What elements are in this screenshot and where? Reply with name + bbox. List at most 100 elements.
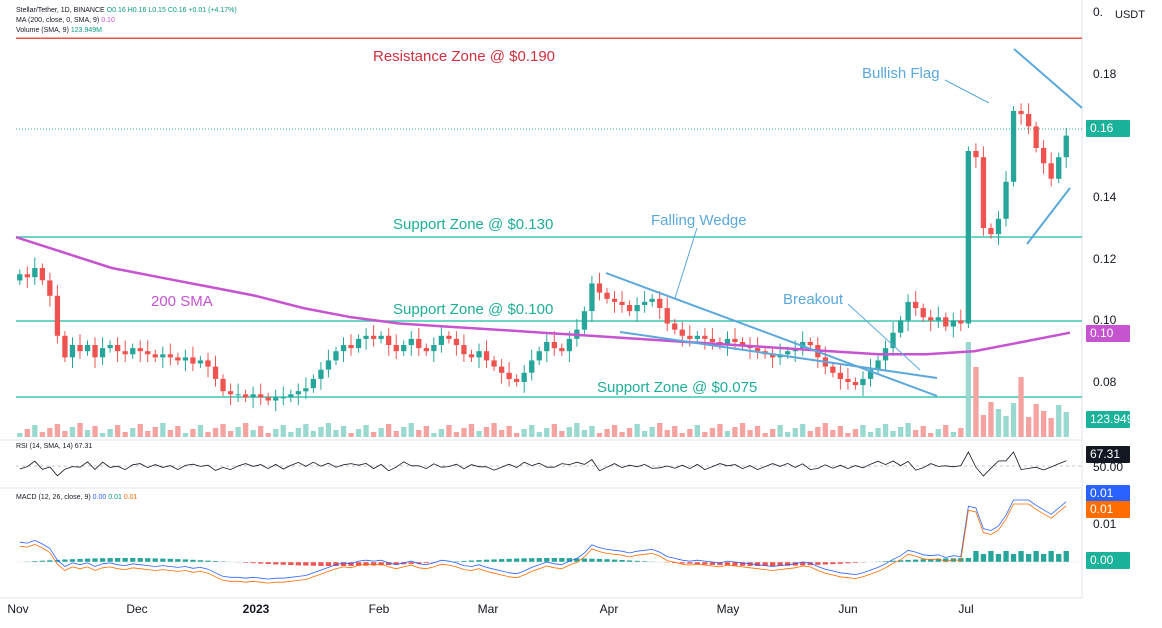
candle-body xyxy=(1041,147,1047,164)
candle-body xyxy=(182,357,189,361)
candle-body xyxy=(160,354,166,358)
candle-body xyxy=(77,345,83,352)
candle-body xyxy=(47,280,53,296)
macd-histogram-bar xyxy=(431,562,437,563)
macd-histogram-bar xyxy=(423,562,429,564)
macd-histogram-bar xyxy=(386,562,392,565)
volume-bar xyxy=(890,431,896,437)
candle-body xyxy=(408,338,414,346)
volume-bar xyxy=(777,425,783,437)
macd-histogram-bar xyxy=(574,558,580,562)
macd-histogram-bar xyxy=(84,558,91,562)
candle-body xyxy=(438,335,444,345)
macd-histogram-bar xyxy=(145,558,151,562)
macd-histogram-bar xyxy=(197,560,204,562)
volume-bar xyxy=(581,430,588,437)
macd-histogram-bar xyxy=(514,558,520,562)
candle-body xyxy=(1018,111,1024,115)
macd-hist-tag: 0.00 xyxy=(1086,552,1130,569)
candle-body xyxy=(664,308,670,324)
candle-body xyxy=(875,360,881,370)
volume-bar xyxy=(160,423,166,437)
macd-histogram-bar xyxy=(890,560,896,562)
candle-body xyxy=(152,354,158,358)
volume-bar xyxy=(845,433,851,437)
volume-bar xyxy=(182,433,189,437)
volume-bar xyxy=(212,428,219,437)
macd-histogram-bar xyxy=(265,562,271,564)
macd-histogram-bar xyxy=(566,558,572,562)
macd-histogram-bar xyxy=(190,559,196,562)
candle-body xyxy=(785,351,791,355)
candle-body xyxy=(559,348,565,352)
currency-label[interactable]: USDT xyxy=(1115,9,1145,21)
volume-bar xyxy=(1033,404,1039,437)
volume-bar xyxy=(84,430,91,437)
macd-histogram-bar xyxy=(702,562,708,565)
candle-body xyxy=(288,394,294,398)
macd-histogram-bar xyxy=(416,562,422,564)
volume-bar xyxy=(77,423,83,437)
candle-body xyxy=(596,283,603,293)
macd-axis-label: 0.01 xyxy=(1093,517,1117,531)
macd-histogram-bar xyxy=(739,562,746,566)
volume-bar xyxy=(355,429,362,437)
macd-histogram-bar xyxy=(807,562,813,566)
volume-bar xyxy=(340,426,347,437)
volume-bar xyxy=(453,432,460,437)
macd-histogram-bar xyxy=(182,559,189,562)
candle-body xyxy=(145,351,151,355)
volume-bar xyxy=(295,428,301,437)
candle-body xyxy=(521,372,527,382)
rsi-line xyxy=(19,451,1067,477)
candle-body xyxy=(333,351,339,361)
candle-body xyxy=(514,378,520,382)
macd-histogram-bar xyxy=(295,562,301,566)
candle-body xyxy=(581,311,588,330)
candle-body xyxy=(958,320,964,324)
candle-body xyxy=(1010,111,1017,182)
volume-bar xyxy=(69,427,76,437)
macd-histogram-bar xyxy=(258,562,264,564)
macd-histogram-bar xyxy=(167,558,173,562)
volume-bar xyxy=(837,426,843,437)
candle-body xyxy=(468,354,475,358)
candle-body xyxy=(303,388,309,392)
macd-histogram-bar xyxy=(333,562,339,566)
candle-body xyxy=(378,335,384,339)
candle-body xyxy=(649,298,655,302)
flag-lower xyxy=(1026,187,1071,245)
candle-body xyxy=(371,335,377,339)
macd-histogram-bar xyxy=(77,558,83,562)
macd-histogram-bar xyxy=(499,559,505,562)
macd-histogram-bar xyxy=(483,559,490,562)
price-tick-014: 0.14 xyxy=(1093,190,1117,204)
macd-histogram-bar xyxy=(905,559,911,562)
volume-bar xyxy=(258,426,264,437)
candle-body xyxy=(17,274,23,281)
macd-histogram-bar xyxy=(995,554,1002,562)
x-label-feb: Feb xyxy=(368,602,390,616)
candle-body xyxy=(973,151,979,158)
volume-bar xyxy=(785,432,791,437)
volume-bar xyxy=(1003,416,1009,437)
volume-bar xyxy=(47,428,53,437)
x-label-apr: Apr xyxy=(599,602,619,616)
candle-body xyxy=(175,357,181,361)
macd-histogram-bar xyxy=(1026,554,1032,562)
macd-histogram-bar xyxy=(920,559,926,562)
candle-body xyxy=(258,394,264,398)
candle-body xyxy=(54,295,61,336)
candle-body xyxy=(99,348,106,358)
candle-body xyxy=(167,354,173,358)
volume-bar xyxy=(145,431,151,437)
macd-histogram-bar xyxy=(130,558,136,562)
candle-body xyxy=(348,345,354,349)
x-label-may: May xyxy=(716,602,740,616)
macd-histogram-bar xyxy=(325,562,332,566)
macd-histogram-bar xyxy=(461,560,467,562)
candle-body xyxy=(190,357,196,364)
macd-histogram-bar xyxy=(506,558,512,562)
candle-body xyxy=(137,348,143,352)
